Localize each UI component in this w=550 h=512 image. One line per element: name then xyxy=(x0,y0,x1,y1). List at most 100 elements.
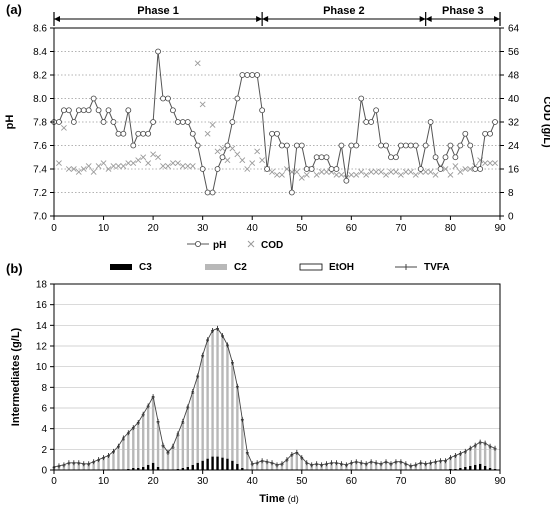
tvfa-point xyxy=(295,449,299,455)
cod-point xyxy=(348,171,355,178)
y2-tick-label: 16 xyxy=(508,165,520,176)
y-tick-label: 10 xyxy=(36,362,48,373)
x-tick-label: 50 xyxy=(296,223,308,234)
bar-c2 xyxy=(345,465,348,470)
cod-point xyxy=(274,171,280,178)
ph-point xyxy=(90,95,97,102)
y2-tick-label: 48 xyxy=(508,71,520,82)
bar-c2 xyxy=(340,464,343,470)
ph-point xyxy=(135,130,142,137)
bar-c2 xyxy=(57,466,61,470)
cod-point xyxy=(189,163,196,169)
bar-c2 xyxy=(122,440,125,470)
bar-c2 xyxy=(285,460,289,470)
ph-point xyxy=(378,142,384,149)
ph-point xyxy=(422,142,429,149)
cod-point xyxy=(85,163,92,169)
y2-tick-label: 56 xyxy=(508,47,520,58)
bar-c2 xyxy=(112,452,115,470)
cod-point xyxy=(388,169,394,175)
y2-tick-label: 0 xyxy=(508,212,514,223)
x-tick-label: 0 xyxy=(51,476,57,487)
tvfa-point xyxy=(146,403,150,409)
panel-b-y-axis: 0 2 4 6 8 10 12 14 16 18 xyxy=(36,280,54,477)
bar-c2 xyxy=(404,464,408,470)
cod-point xyxy=(150,151,157,158)
bar-c2 xyxy=(191,393,194,465)
ph-point xyxy=(407,142,414,149)
bar-c2 xyxy=(72,463,76,470)
x-tick-label: 70 xyxy=(395,223,407,234)
ph-point xyxy=(95,107,102,114)
cod-point xyxy=(383,171,389,178)
cod-point xyxy=(229,145,236,152)
x-tick-label: 30 xyxy=(197,223,209,234)
ph-point xyxy=(338,142,345,149)
cod-point xyxy=(100,160,107,167)
bar-c3 xyxy=(488,467,492,470)
tvfa-point xyxy=(330,460,333,466)
x-tick-label: 90 xyxy=(494,223,506,234)
y-tick-label: 2 xyxy=(41,445,47,456)
tvfa-point xyxy=(171,443,175,449)
ph-point xyxy=(269,130,275,137)
ph-point xyxy=(343,177,350,184)
tvfa-point xyxy=(97,457,100,463)
cod-point xyxy=(313,171,320,178)
bar-c2 xyxy=(399,462,403,470)
ph-point xyxy=(110,119,117,125)
cod-point xyxy=(174,160,181,167)
cod-point xyxy=(452,163,459,169)
bar-c2 xyxy=(474,446,477,465)
panel-b-grid xyxy=(54,304,500,450)
cod-point xyxy=(402,169,409,175)
cod-point xyxy=(358,169,365,175)
bar-c2 xyxy=(142,415,145,467)
bar-c3 xyxy=(211,456,214,470)
y-tick-label: 6 xyxy=(41,404,47,415)
tvfa-point xyxy=(434,459,437,465)
cod-point xyxy=(393,169,399,175)
cod-point xyxy=(318,169,325,175)
cod-point xyxy=(462,166,469,172)
x-tick-label: 20 xyxy=(148,476,160,487)
bar-c2 xyxy=(310,465,313,470)
cod-point xyxy=(135,157,142,164)
ph-point xyxy=(323,154,330,161)
cod-point xyxy=(140,154,147,161)
bar-c2 xyxy=(320,465,323,470)
x-tick-label: 90 xyxy=(494,476,506,487)
bar-c2 xyxy=(464,452,467,467)
cod-point xyxy=(373,169,380,175)
ph-point xyxy=(397,142,404,149)
bar-c3 xyxy=(176,468,180,470)
bar-c2 xyxy=(469,449,472,466)
cod-point xyxy=(397,171,404,178)
bar-c2 xyxy=(434,462,437,470)
tvfa-point xyxy=(102,455,105,461)
bar-c3 xyxy=(449,468,452,470)
cod-point xyxy=(283,166,290,172)
ph-point xyxy=(174,119,181,125)
ph-point xyxy=(105,107,112,114)
cod-point xyxy=(447,171,454,178)
tvfa-point xyxy=(181,418,185,424)
tvfa-point xyxy=(275,462,279,468)
ph-point xyxy=(75,107,82,114)
cod-point xyxy=(244,166,251,172)
ph-point xyxy=(447,142,454,149)
ph-point xyxy=(170,107,176,114)
tvfa-point xyxy=(300,455,303,461)
legend-etoh-label: EtOH xyxy=(329,262,354,273)
bar-c2 xyxy=(181,423,185,468)
ph-point xyxy=(70,119,77,125)
legend-item-tvfa: TVFA xyxy=(395,262,450,273)
bar-c3 xyxy=(231,460,234,470)
tvfa-point xyxy=(384,459,388,465)
bar-c2 xyxy=(92,462,95,470)
bar-c3 xyxy=(156,466,160,470)
tvfa-point xyxy=(137,419,140,425)
bar-c2 xyxy=(290,455,294,470)
y-tick-label: 8 xyxy=(41,383,47,394)
ph-point xyxy=(254,72,261,78)
